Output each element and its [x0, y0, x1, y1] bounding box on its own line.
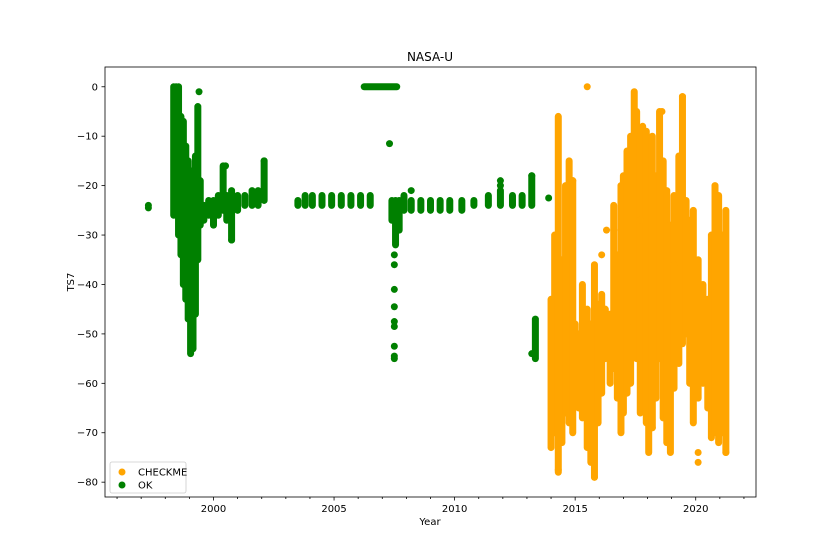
series-checkme	[547, 83, 730, 481]
data-point	[545, 194, 553, 202]
y-tick-label: −60	[77, 379, 98, 390]
data-point	[496, 177, 504, 185]
y-tick-label: −80	[77, 478, 98, 489]
data-point	[528, 172, 536, 180]
y-tick-label: −40	[77, 280, 98, 291]
data-point	[694, 449, 702, 457]
data-point	[260, 157, 268, 165]
data-point	[670, 261, 678, 269]
y-axis-label: TS7	[66, 273, 77, 293]
data-point	[390, 303, 398, 311]
x-tick-label: 2020	[683, 504, 708, 515]
y-tick-label: −20	[77, 181, 98, 192]
data-point	[528, 350, 536, 358]
data-point	[390, 355, 398, 363]
legend-marker-ok	[118, 481, 126, 489]
data-point	[636, 216, 644, 224]
data-point	[694, 458, 702, 466]
data-point	[195, 88, 203, 96]
data-point	[648, 424, 656, 432]
legend: CHECKME OK	[109, 461, 187, 494]
data-point	[658, 107, 666, 115]
data-point	[390, 342, 398, 350]
data-point	[569, 177, 577, 185]
series-ok	[144, 83, 553, 363]
x-tick-label: 2000	[201, 504, 226, 515]
data-point	[222, 162, 230, 170]
data-point	[496, 182, 504, 190]
data-point	[610, 226, 618, 234]
legend-label-ok: OK	[138, 481, 153, 492]
legend-label-checkme: CHECKME	[138, 468, 187, 479]
data-point	[678, 93, 686, 101]
y-tick-label: −30	[77, 231, 98, 242]
data-point	[598, 251, 606, 259]
plot-area	[144, 83, 730, 481]
x-tick-label: 2005	[321, 504, 346, 515]
data-point	[722, 449, 730, 457]
y-tick-label: −70	[77, 428, 98, 439]
y-axis: 0 −10 −20 −30 −40 −50 −60 −70 −80	[77, 82, 105, 489]
data-point	[390, 318, 398, 326]
data-point	[390, 251, 398, 259]
chart-title: NASA-U	[407, 50, 453, 64]
legend-box	[109, 461, 187, 494]
data-point	[603, 226, 611, 234]
data-point	[390, 261, 398, 269]
x-axis: 2000 2005 2010 2015 2020	[116, 497, 745, 515]
x-tick-label: 2015	[562, 504, 587, 515]
data-point	[144, 204, 152, 212]
data-point	[390, 322, 398, 330]
data-point	[390, 285, 398, 293]
y-tick-label: 0	[92, 82, 98, 93]
data-point	[386, 140, 394, 148]
y-tick-label: −50	[77, 329, 98, 340]
data-point	[590, 473, 598, 481]
x-axis-label: Year	[418, 517, 441, 528]
data-point	[228, 236, 236, 244]
y-tick-label: −10	[77, 132, 98, 143]
x-tick-label: 2010	[442, 504, 467, 515]
data-point	[407, 187, 415, 195]
data-point	[583, 83, 591, 91]
data-point	[554, 466, 562, 474]
legend-marker-checkme	[118, 468, 126, 476]
